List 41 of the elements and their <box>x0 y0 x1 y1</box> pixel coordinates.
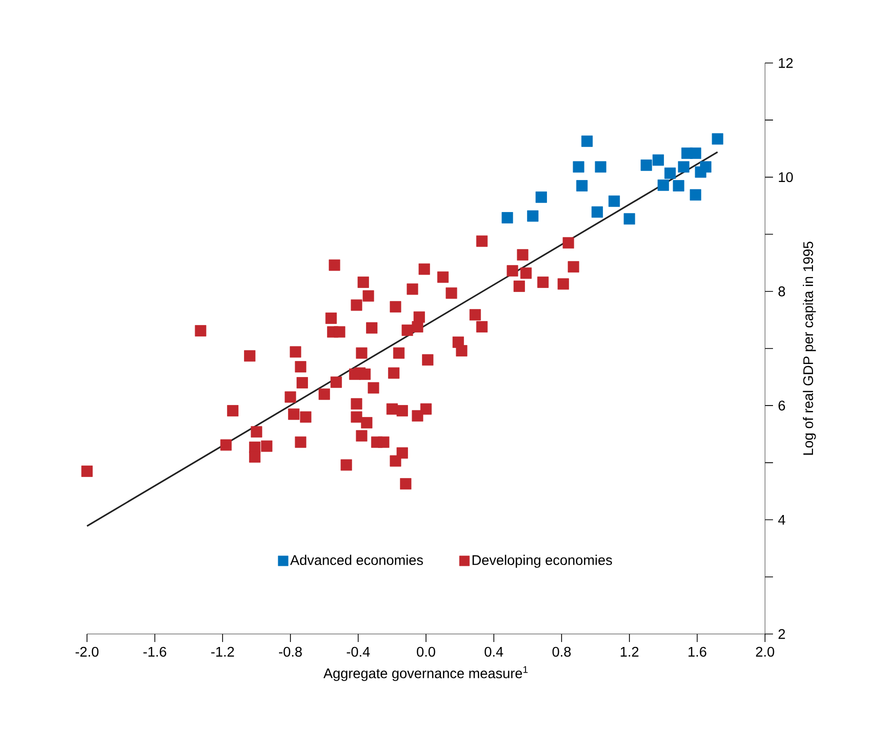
point <box>536 191 547 203</box>
x-tick-label: 1.2 <box>620 646 638 657</box>
x-tick-label: 0.0 <box>416 646 436 657</box>
point <box>672 180 684 192</box>
y-tick-label: 2 <box>778 629 785 639</box>
point <box>690 148 702 159</box>
point <box>690 189 702 201</box>
point <box>576 180 588 192</box>
x-tick-label: 0.8 <box>552 646 571 657</box>
x-tick-label: 0.4 <box>484 646 504 657</box>
y-axis-title: Log of real GDP per capita in 1995 <box>802 242 816 455</box>
point <box>658 180 669 191</box>
point <box>694 166 706 178</box>
y-tick-label: 12 <box>778 58 793 68</box>
x-tick-label: 1.6 <box>688 646 706 657</box>
point <box>592 206 603 218</box>
point <box>527 210 538 222</box>
x-tick-label: -0.8 <box>279 646 302 657</box>
point <box>664 168 676 179</box>
point <box>640 160 652 171</box>
legend-label: Developing economies <box>472 554 612 568</box>
x-tick-label: -2.0 <box>76 646 98 657</box>
point <box>608 195 620 207</box>
point <box>624 213 636 225</box>
x-axis-title: Aggregate governance measure$^{1}$ <box>323 666 528 682</box>
x-tick-label: -0.4 <box>346 646 370 657</box>
y-tick-label: 6 <box>778 400 785 411</box>
y-tick-label: 8 <box>778 286 786 296</box>
legend-label: Advanced economies <box>290 554 423 566</box>
point <box>572 161 584 173</box>
point <box>581 136 593 147</box>
y-tick-label: 10 <box>778 172 793 182</box>
x-tick-label: -1.6 <box>143 646 166 657</box>
point <box>712 133 724 145</box>
x-tick-label: -1.2 <box>211 646 234 657</box>
point <box>502 212 514 224</box>
y-tick-label: 4 <box>778 514 786 525</box>
x-tick-label: 2.0 <box>756 646 774 657</box>
point <box>678 161 690 173</box>
point <box>594 161 606 173</box>
point <box>652 154 664 166</box>
